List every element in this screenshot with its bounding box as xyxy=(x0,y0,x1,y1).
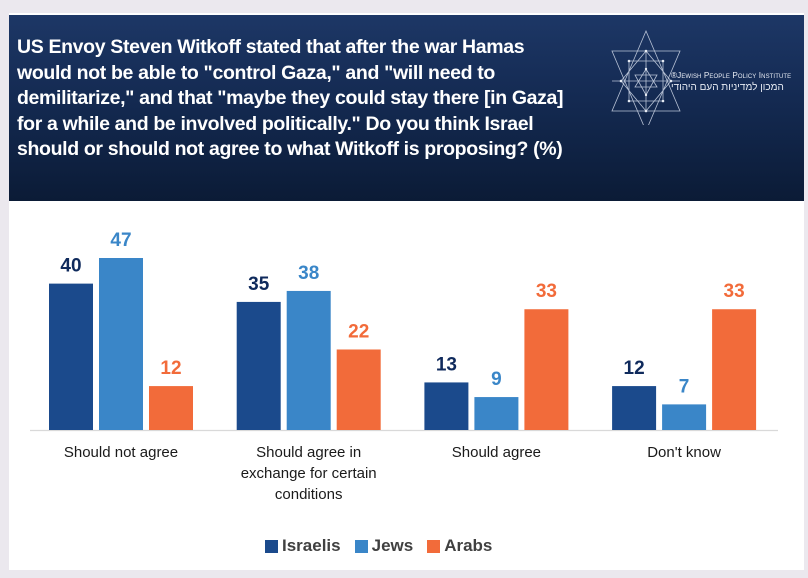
category-label-line: conditions xyxy=(274,486,343,503)
category-label-line: Don't know xyxy=(647,444,721,461)
data-label-arabs-3: 33 xyxy=(536,281,557,302)
chart-title: US Envoy Steven Witkoff stated that afte… xyxy=(17,36,564,160)
data-label-arabs-2: 22 xyxy=(348,321,369,342)
data-label-jews-1: 47 xyxy=(110,230,131,251)
category-label-line: Should agree in xyxy=(256,444,362,461)
logo-name-english: ®Jewish People Policy Institute xyxy=(671,71,792,80)
data-label-jews-3: 9 xyxy=(491,369,502,390)
bar-israelis-2 xyxy=(236,301,281,430)
legend-label-arabs: Arabs xyxy=(444,536,493,555)
legend-label-israelis: Israelis xyxy=(282,536,341,555)
legend-label-jews: Jews xyxy=(371,536,414,555)
category-label-4: Don't know xyxy=(599,442,769,463)
legend-item-jews: Jews xyxy=(354,536,414,556)
data-label-jews-2: 38 xyxy=(298,263,319,284)
bar-jews-1 xyxy=(99,258,143,430)
category-label-2: Should agree in exchange for certain condi… xyxy=(224,442,394,505)
legend-item-arabs: Arabs xyxy=(427,536,492,556)
legend: Israelis Jews Arabs xyxy=(265,536,506,556)
bar-jews-3 xyxy=(474,397,519,430)
jppi-logo: ®Jewish People Policy Institute המכון למ… xyxy=(599,25,804,133)
category-label-line: exchange for certain xyxy=(240,465,377,482)
category-label-line: Should not agree xyxy=(63,444,179,461)
bar-israelis-1 xyxy=(49,283,93,430)
legend-swatch-israelis xyxy=(265,539,278,553)
legend-item-israelis: Israelis xyxy=(265,536,341,556)
data-label-arabs-4: 33 xyxy=(724,281,745,302)
bar-arabs-4 xyxy=(712,309,757,430)
bar-israelis-4 xyxy=(612,386,657,430)
data-label-israelis-4: 12 xyxy=(624,358,645,379)
bar-jews-2 xyxy=(286,290,331,430)
data-label-jews-4: 7 xyxy=(679,376,690,397)
bar-jews-4 xyxy=(662,404,707,430)
data-label-israelis-1: 40 xyxy=(60,256,81,277)
category-label-1: Should not agree xyxy=(36,442,206,463)
data-label-arabs-1: 12 xyxy=(160,358,181,379)
bar-arabs-3 xyxy=(524,309,569,430)
logo-name-hebrew: המכון למדיניות העם היהודי xyxy=(671,82,784,93)
header-banner: US Envoy Steven Witkoff stated that afte… xyxy=(9,15,804,201)
bar-arabs-1 xyxy=(149,386,193,430)
bar-israelis-3 xyxy=(424,382,469,430)
legend-swatch-arabs xyxy=(427,539,441,553)
category-label-3: Should agree xyxy=(411,442,581,463)
chart-card: US Envoy Steven Witkoff stated that afte… xyxy=(9,13,804,570)
star-of-david-geometric-icon xyxy=(611,29,681,133)
data-label-israelis-3: 13 xyxy=(436,354,457,375)
category-label-line: Should agree xyxy=(451,444,542,461)
legend-swatch-jews xyxy=(354,539,368,553)
data-label-israelis-2: 35 xyxy=(248,274,270,295)
bar-arabs-2 xyxy=(336,349,381,430)
